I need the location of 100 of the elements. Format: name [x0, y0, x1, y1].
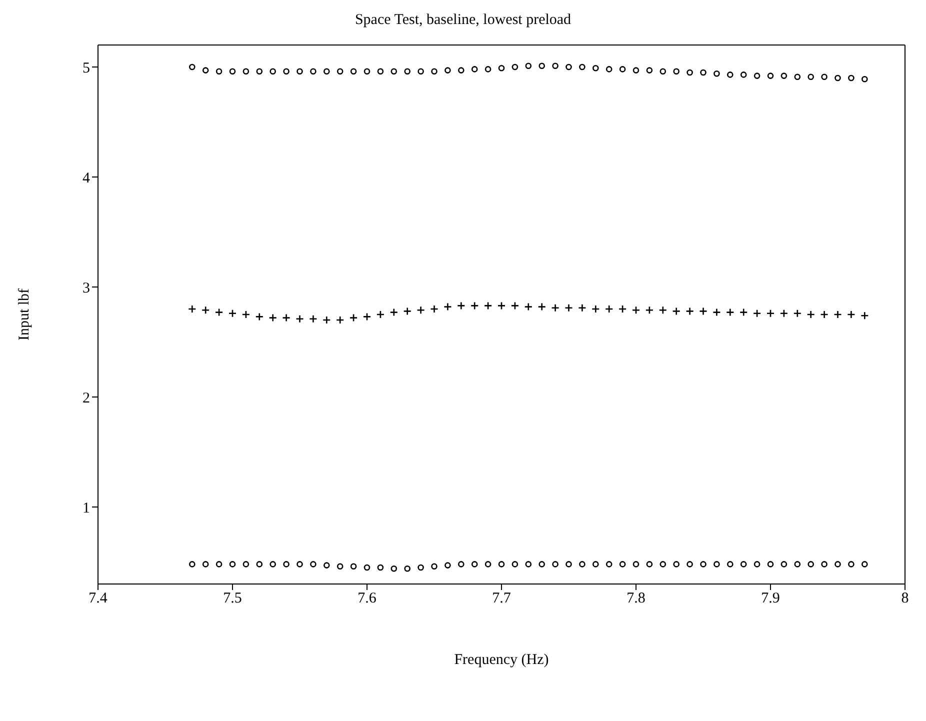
y-tick-label: 1	[82, 500, 90, 516]
point	[270, 561, 276, 568]
point	[216, 561, 222, 568]
point	[632, 561, 640, 568]
point	[752, 309, 762, 318]
point	[579, 64, 586, 70]
point	[404, 68, 410, 75]
point	[418, 564, 424, 571]
point	[754, 72, 760, 79]
point	[767, 72, 774, 79]
point	[498, 64, 505, 72]
point	[364, 564, 370, 571]
point	[727, 561, 734, 568]
point	[470, 302, 479, 310]
point	[767, 561, 774, 568]
point	[538, 561, 545, 568]
point	[700, 561, 706, 568]
point	[740, 72, 747, 78]
point	[619, 66, 626, 72]
point	[754, 561, 760, 568]
point	[606, 561, 612, 568]
point	[430, 304, 438, 314]
point	[686, 561, 693, 568]
point	[242, 310, 250, 319]
point	[834, 561, 841, 568]
point	[646, 561, 653, 568]
point	[780, 561, 788, 568]
point	[794, 561, 801, 568]
x-tick-label: 7.9	[761, 590, 780, 607]
point	[672, 307, 680, 316]
point	[268, 314, 277, 322]
point	[202, 67, 209, 74]
point	[618, 304, 627, 314]
point	[256, 68, 263, 75]
point	[604, 304, 614, 314]
point	[566, 64, 572, 70]
point	[806, 310, 815, 319]
point	[632, 306, 640, 314]
point	[242, 68, 250, 75]
point	[458, 561, 464, 568]
point	[538, 62, 545, 70]
point	[444, 67, 451, 74]
point	[283, 68, 290, 75]
point	[834, 310, 842, 319]
point	[324, 68, 330, 75]
point	[592, 64, 599, 72]
point	[229, 561, 236, 568]
point	[404, 565, 410, 572]
point	[322, 316, 331, 324]
point	[484, 66, 492, 72]
point	[673, 561, 680, 568]
point	[431, 68, 438, 75]
point	[660, 561, 666, 568]
point	[579, 561, 586, 568]
point	[619, 561, 626, 568]
x-tick-label: 8	[901, 590, 909, 607]
point	[510, 302, 520, 310]
point	[418, 68, 424, 75]
point	[524, 302, 533, 311]
point	[403, 307, 412, 316]
point	[457, 302, 466, 310]
point	[484, 302, 492, 310]
point	[793, 309, 802, 318]
point	[283, 561, 290, 568]
point	[606, 66, 612, 72]
y-tick-label: 5	[82, 60, 90, 76]
point	[336, 563, 344, 570]
point	[390, 565, 398, 572]
point	[592, 304, 600, 314]
point	[390, 68, 398, 75]
point	[216, 68, 222, 75]
point	[214, 308, 224, 316]
y-tick-label: 4	[82, 170, 90, 186]
point	[377, 564, 384, 571]
y-tick-label: 3	[82, 280, 90, 296]
point	[821, 74, 828, 80]
point	[578, 304, 586, 312]
point	[726, 308, 734, 316]
point	[739, 308, 748, 316]
point	[699, 307, 708, 316]
point	[794, 74, 801, 80]
point	[282, 314, 290, 322]
point	[324, 562, 330, 568]
point	[362, 312, 372, 321]
point	[202, 561, 209, 568]
point	[848, 561, 854, 568]
point	[632, 67, 640, 74]
point	[201, 306, 210, 314]
point	[820, 310, 828, 319]
point	[860, 311, 869, 320]
point	[189, 64, 196, 70]
point	[848, 74, 854, 82]
chart-title: Space Test, baseline, lowest preload	[354, 11, 572, 30]
point	[686, 307, 694, 316]
point	[336, 316, 344, 324]
point	[188, 304, 196, 314]
point	[390, 308, 398, 316]
point	[350, 68, 357, 75]
point	[646, 67, 653, 74]
point	[658, 306, 668, 314]
